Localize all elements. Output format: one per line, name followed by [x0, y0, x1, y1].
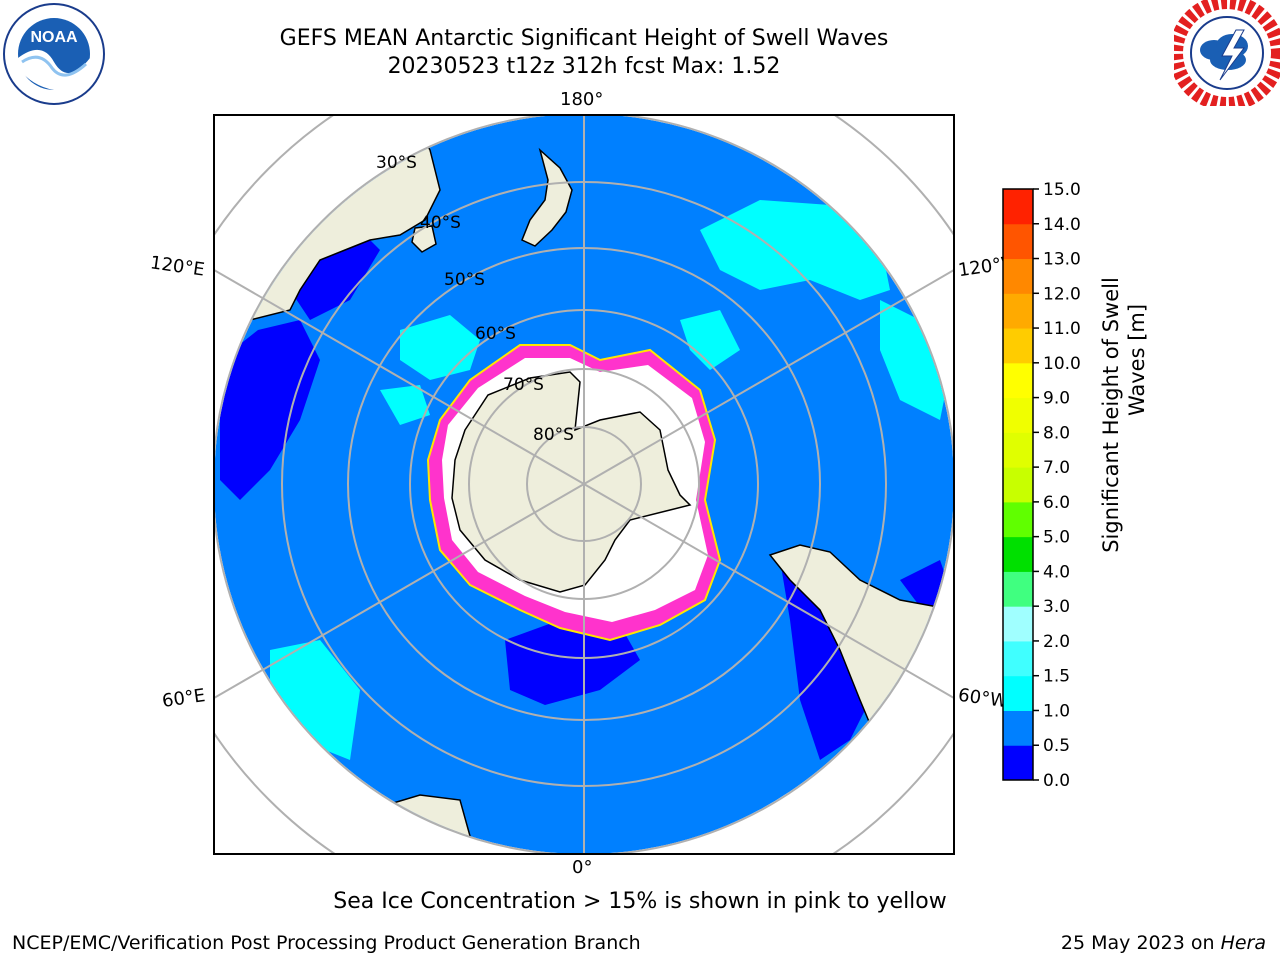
high-swell-region [400, 315, 480, 380]
colorbar-bin [1003, 606, 1033, 642]
colorbar-bin [1003, 397, 1033, 433]
colorbar-bin [1003, 258, 1033, 294]
colorbar-bin [1003, 745, 1033, 781]
colorbar-tick-label: 0.5 [1043, 736, 1070, 756]
colorbar-tick-label: 1.0 [1043, 701, 1070, 721]
footer-host: Hera [1220, 932, 1266, 954]
colorbar: 0.0 0.5 1.0 1.5 2.0 3.0 4.0 5.0 6.0 7.0 8.0 9.0 10.0… [1002, 180, 1081, 791]
footer-credit: NCEP/EMC/Verification Post Processing Pr… [12, 932, 641, 954]
lat-label-40s: 40°S [420, 213, 461, 233]
antarctica-landmass [451, 371, 692, 593]
colorbar-tick-label: 15.0 [1043, 180, 1081, 200]
colorbar-tick-label: 12.0 [1043, 284, 1081, 304]
colorbar-tick-label: 8.0 [1043, 423, 1070, 443]
map-frame [213, 114, 955, 855]
colorbar-label-line2: Waves [m] [1125, 304, 1149, 416]
sea-ice-note: Sea Ice Concentration > 15% is shown in … [333, 889, 947, 914]
colorbar-tick-label: 10.0 [1043, 354, 1081, 374]
lon-label-0: 0° [572, 857, 593, 878]
high-swell-region [880, 300, 950, 420]
colorbar-tick-label: 2.0 [1043, 632, 1070, 652]
longitude-grid [214, 115, 954, 854]
lat-label-60s: 60°S [475, 324, 516, 344]
colorbar-tick-label: 0.0 [1043, 771, 1070, 791]
high-swell-region [680, 310, 740, 370]
colorbar-tick-label: 6.0 [1043, 493, 1070, 513]
colorbar-label-line1: Significant Height of Swell [1099, 277, 1123, 553]
chart-title: GEFS MEAN Antarctic Significant Height o… [279, 26, 889, 51]
lat-label-80s: 80°S [533, 425, 574, 445]
lat-label-50s: 50°S [444, 270, 485, 290]
colorbar-bin [1003, 710, 1033, 746]
colorbar-tick-label: 14.0 [1043, 215, 1081, 235]
colorbar-tick-label: 13.0 [1043, 250, 1081, 270]
colorbar-bin [1003, 536, 1033, 572]
noaa-logo-icon: NOAA [3, 3, 105, 105]
lon-label-180: 180° [560, 89, 604, 110]
national-weather-service-logo-icon [1174, 0, 1280, 106]
colorbar-tick-label: 3.0 [1043, 597, 1070, 617]
high-swell-region [380, 385, 430, 425]
colorbar-bin [1003, 675, 1033, 711]
colorbar-tick-label: 11.0 [1043, 319, 1081, 339]
low-swell-region [220, 320, 320, 500]
colorbar-bin [1003, 293, 1033, 329]
colorbar-tick-label: 5.0 [1043, 528, 1070, 548]
colorbar-label: Significant Height of Swell Waves [m] [1098, 180, 1158, 780]
footer-date-text: 25 May 2023 on [1060, 932, 1221, 954]
colorbar-bin [1003, 501, 1033, 538]
colorbar-bin [1003, 571, 1033, 607]
colorbar-tick-label: 4.0 [1043, 562, 1070, 582]
colorbar-tick-label: 1.5 [1043, 667, 1070, 687]
colorbar-bin [1003, 467, 1033, 503]
lat-label-70s: 70°S [503, 375, 544, 395]
high-swell-region [700, 200, 890, 300]
chart-subtitle: 20230523 t12z 312h fcst Max: 1.52 [387, 54, 781, 79]
low-swell-region [505, 620, 640, 705]
noaa-logo-text: NOAA [30, 29, 78, 46]
footer-date: 25 May 2023 on Hera [1061, 932, 1266, 954]
colorbar-bin [1003, 362, 1033, 399]
colorbar-bin [1003, 189, 1033, 225]
lat-label-30s: 30°S [376, 153, 417, 173]
colorbar-tick-label: 7.0 [1043, 458, 1070, 478]
sea-ice-edge-yellow [426, 344, 722, 642]
colorbar-bin [1003, 432, 1033, 468]
colorbar-bin [1003, 640, 1033, 677]
colorbar-tick-label: 9.0 [1043, 389, 1070, 409]
colorbar-bin [1003, 223, 1033, 260]
colorbar-bin [1003, 328, 1033, 364]
